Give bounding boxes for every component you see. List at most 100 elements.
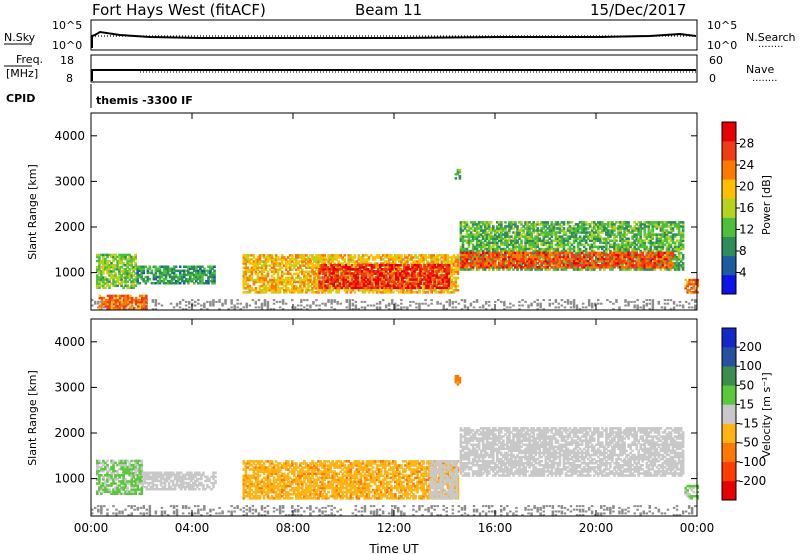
echo-cell bbox=[441, 266, 445, 269]
echo-cell bbox=[556, 268, 560, 271]
echo-cell bbox=[643, 243, 647, 247]
echo-cell bbox=[389, 266, 392, 269]
echo-cell bbox=[366, 278, 370, 281]
echo-cell bbox=[675, 223, 679, 226]
ground-scatter-cell bbox=[469, 304, 473, 307]
echo-cell bbox=[655, 227, 659, 230]
echo-cell bbox=[244, 274, 248, 278]
echo-cell bbox=[427, 280, 430, 283]
echo-cell bbox=[286, 278, 290, 282]
echo-cell bbox=[413, 270, 416, 273]
ground-scatter-cell bbox=[527, 304, 530, 307]
ground-scatter-cell bbox=[666, 302, 670, 305]
echo-cell bbox=[677, 268, 681, 271]
echo-cell bbox=[492, 239, 495, 242]
echo-cell bbox=[343, 260, 347, 263]
echo-cell bbox=[498, 237, 501, 240]
echo-cell bbox=[356, 272, 360, 275]
echo-cell bbox=[459, 247, 463, 251]
echo-cell bbox=[364, 263, 368, 267]
ground-scatter-cell bbox=[684, 300, 688, 303]
echo-cell bbox=[276, 268, 280, 271]
echo-cell bbox=[439, 274, 443, 277]
echo-cell bbox=[677, 239, 681, 242]
echo-cell bbox=[280, 280, 284, 284]
echo-cell bbox=[397, 266, 400, 269]
echo-cell bbox=[386, 282, 390, 285]
echo-cell bbox=[134, 302, 138, 306]
echo-cell bbox=[568, 247, 572, 251]
echo-cell bbox=[477, 249, 481, 253]
echo-cell bbox=[350, 272, 354, 275]
echo-cell bbox=[108, 278, 111, 281]
echo-cell bbox=[191, 267, 194, 271]
echo-cell bbox=[605, 245, 608, 249]
echo-cell bbox=[374, 270, 378, 273]
echo-cell bbox=[595, 245, 598, 249]
echo-cell bbox=[144, 275, 148, 279]
echo-cell bbox=[347, 289, 351, 292]
echo-cell bbox=[586, 227, 590, 230]
echo-cell bbox=[641, 243, 644, 247]
echo-cell bbox=[353, 291, 357, 294]
echo-cell bbox=[266, 289, 270, 292]
echo-cell bbox=[110, 270, 113, 273]
echo-cell bbox=[242, 270, 246, 274]
echo-cell bbox=[291, 276, 294, 280]
echo-cell bbox=[136, 267, 139, 271]
echo-cell bbox=[387, 291, 391, 294]
echo-cell bbox=[439, 268, 443, 271]
echo-cell bbox=[469, 268, 473, 271]
ground-scatter-cell bbox=[560, 299, 564, 302]
echo-cell bbox=[365, 262, 369, 265]
echo-cell bbox=[426, 256, 429, 259]
echo-cell bbox=[327, 258, 330, 261]
echo-cell bbox=[562, 229, 566, 232]
echo-cell bbox=[114, 300, 118, 304]
echo-cell bbox=[154, 267, 158, 271]
echo-cell bbox=[130, 261, 133, 265]
echo-cell bbox=[352, 280, 356, 283]
echo-cell bbox=[365, 289, 369, 292]
ground-scatter-cell bbox=[624, 300, 627, 303]
echo-cell bbox=[562, 237, 566, 240]
echo-cell bbox=[647, 233, 651, 236]
echo-cell bbox=[250, 270, 254, 274]
echo-cell bbox=[667, 241, 671, 245]
echo-cell bbox=[661, 256, 665, 259]
echo-cell bbox=[433, 284, 436, 287]
echo-cell bbox=[522, 231, 525, 234]
ground-scatter-cell bbox=[548, 299, 551, 302]
echo-cell bbox=[140, 269, 144, 273]
echo-cell bbox=[677, 241, 681, 245]
echo-cell bbox=[274, 282, 278, 286]
echo-cell bbox=[162, 271, 166, 275]
echo-cell bbox=[252, 289, 256, 292]
echo-cell bbox=[647, 249, 651, 253]
echo-cell bbox=[326, 268, 329, 271]
echo-cell bbox=[134, 255, 137, 259]
echo-cell bbox=[98, 259, 101, 263]
echo-cell bbox=[635, 249, 638, 253]
echo-cell bbox=[671, 233, 675, 236]
echo-cell bbox=[100, 253, 103, 257]
echo-cell bbox=[242, 280, 246, 284]
echo-cell bbox=[114, 298, 118, 302]
echo-cell bbox=[590, 245, 594, 249]
echo-cell bbox=[375, 266, 379, 269]
echo-cell bbox=[667, 249, 671, 253]
echo-cell bbox=[376, 272, 380, 275]
echo-cell bbox=[494, 237, 497, 240]
echo-cell bbox=[459, 268, 463, 271]
echo-cell bbox=[124, 274, 127, 277]
echo-cell bbox=[254, 280, 258, 284]
echo-cell bbox=[564, 239, 568, 242]
echo-cell bbox=[542, 249, 546, 253]
echo-cell bbox=[383, 266, 387, 269]
echo-cell bbox=[182, 265, 186, 268]
echo-cell bbox=[609, 264, 612, 267]
echo-cell bbox=[303, 280, 306, 284]
echo-cell bbox=[315, 282, 318, 286]
echo-cell bbox=[373, 256, 377, 259]
echo-cell bbox=[191, 265, 194, 268]
